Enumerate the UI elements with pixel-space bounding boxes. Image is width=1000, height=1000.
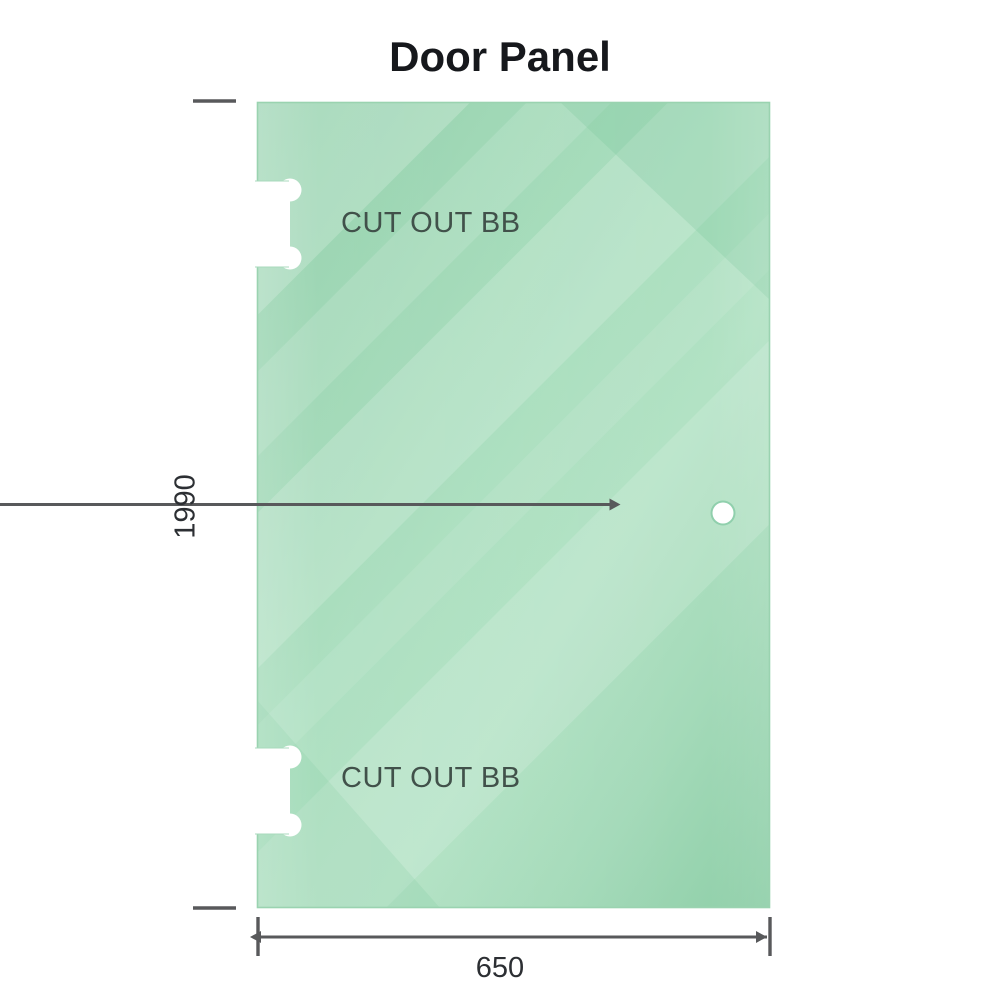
cutout-bottom-bridge bbox=[278, 757, 290, 825]
cutout-top-edge-shadow bbox=[255, 180, 289, 268]
handle-hole bbox=[710, 500, 736, 526]
hinge-cutout-top bbox=[255, 178, 302, 270]
dimension-width bbox=[250, 917, 772, 956]
cutout-label-top: CUT OUT BB bbox=[341, 207, 521, 239]
cutout-bottom-edge-shadow bbox=[255, 747, 289, 835]
hinge-cutout-bottom bbox=[255, 745, 302, 837]
handle-hole-bore bbox=[712, 502, 734, 524]
cutout-label-bottom: CUT OUT BB bbox=[341, 762, 521, 794]
width-dimension-label: 650 bbox=[475, 952, 525, 984]
height-dimension-label: 1990 bbox=[169, 474, 202, 539]
page-title: Door Panel bbox=[389, 33, 611, 80]
cutout-top-bridge bbox=[278, 190, 290, 258]
dimension-height bbox=[0, 99, 621, 910]
